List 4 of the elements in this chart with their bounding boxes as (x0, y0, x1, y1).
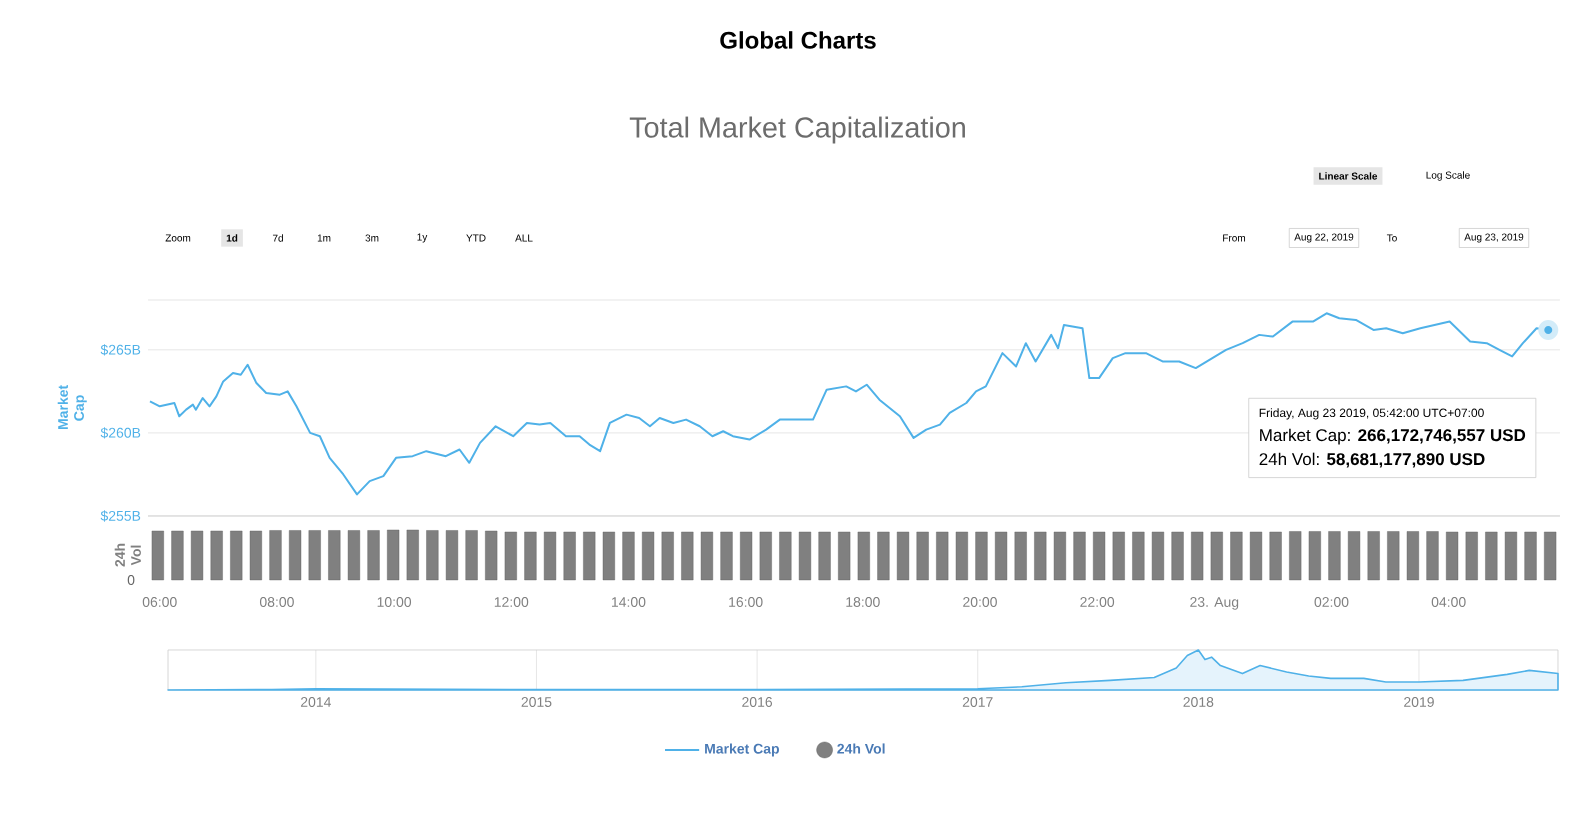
annotation: Market Cap: 266,172,746,557 USD (1260, 428, 1526, 445)
chart-subtitle: Total Market Capitalization (629, 116, 965, 144)
chart-title: Global Charts (720, 31, 876, 49)
annotation: 24h Vol: 58,681,177,890 USD (1259, 452, 1485, 468)
